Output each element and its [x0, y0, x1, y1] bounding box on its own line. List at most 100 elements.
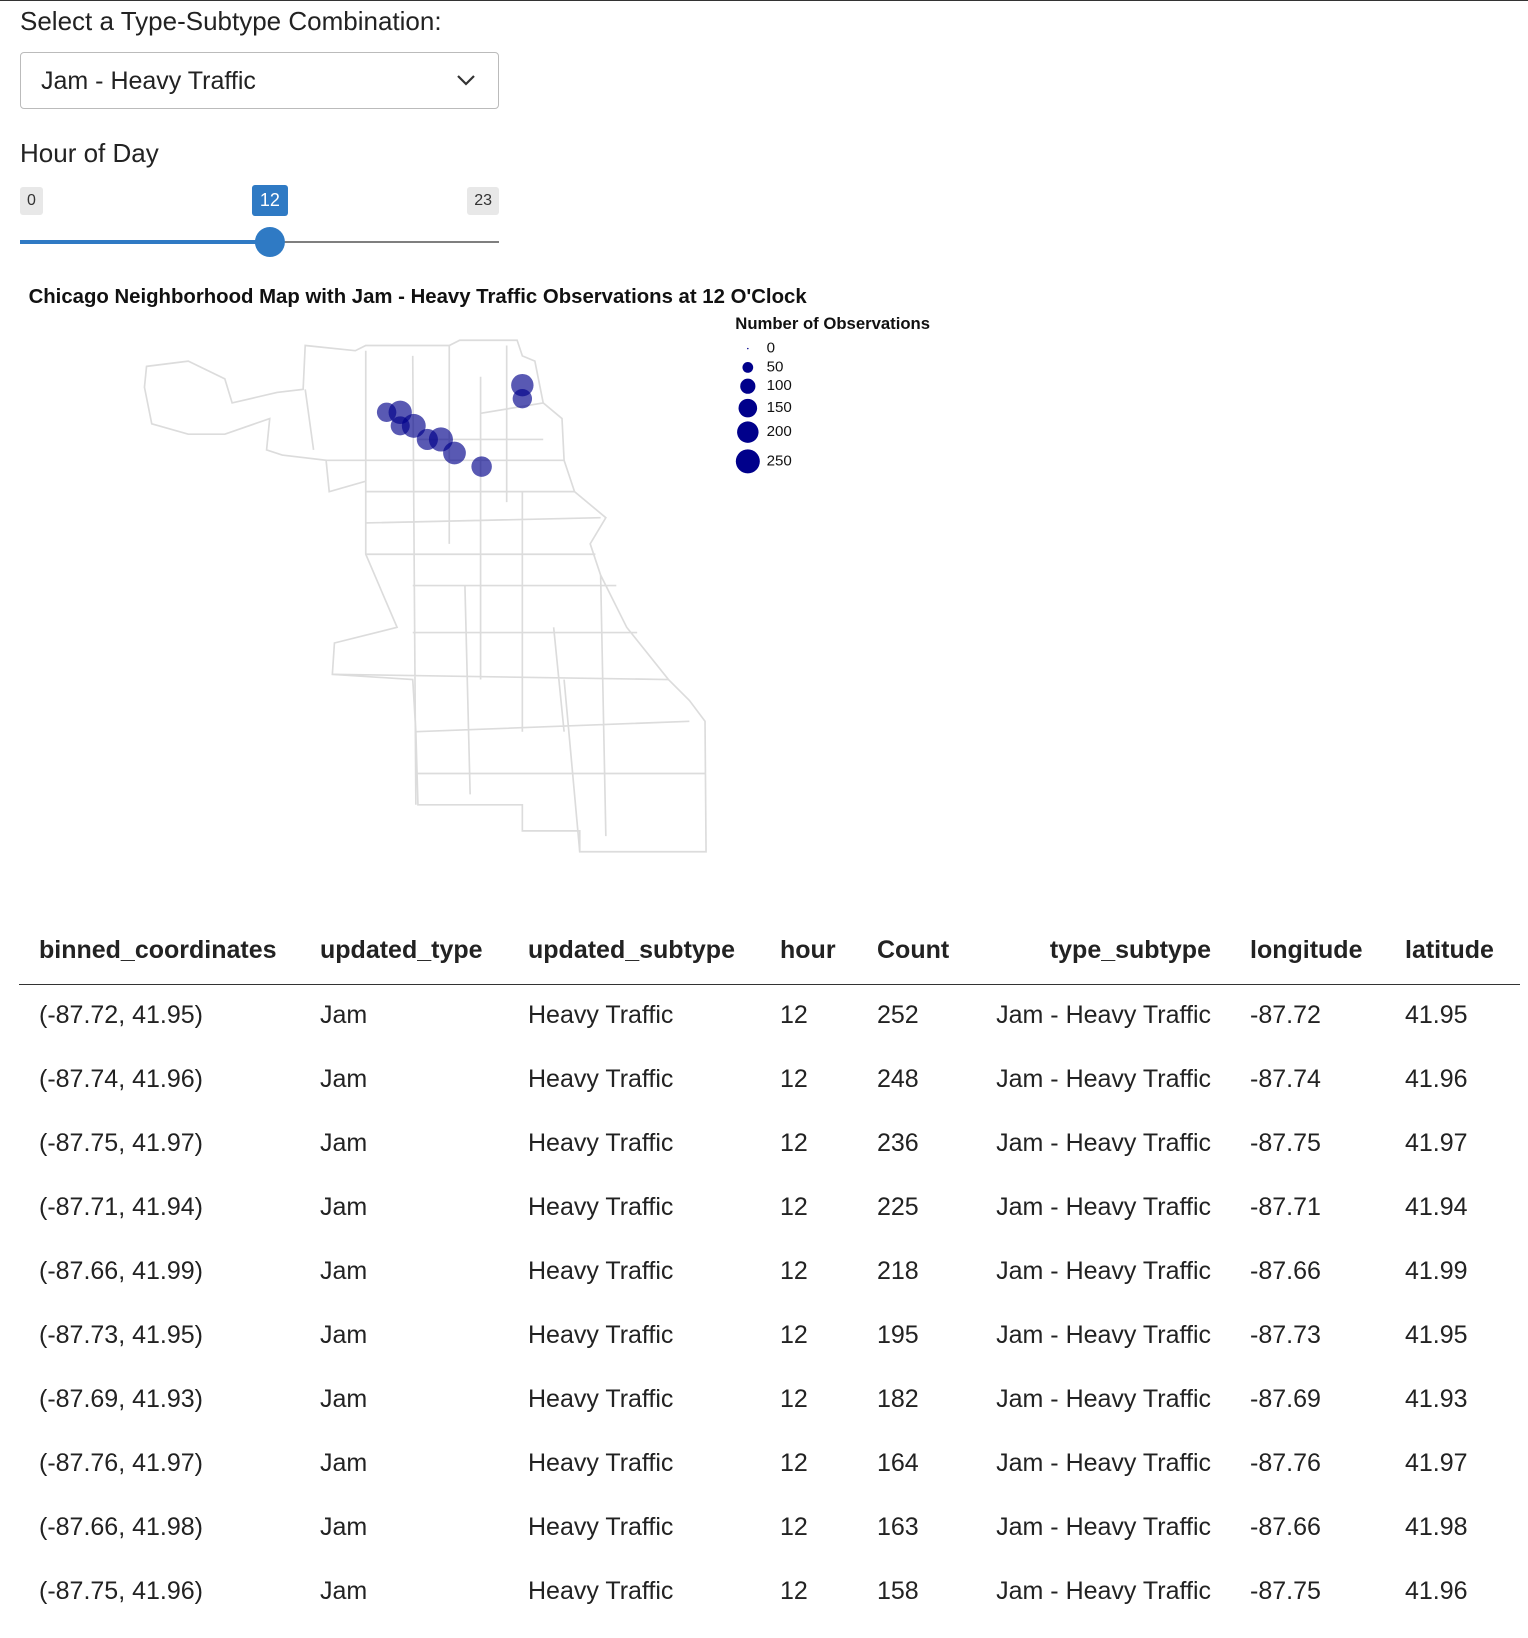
map: Chicago Neighborhood Map with Jam - Heav… — [29, 286, 930, 853]
table-cell: (-87.76, 41.97) — [39, 1449, 203, 1477]
table-cell: Jam - Heavy Traffic — [996, 1385, 1211, 1413]
table-cell: 12 — [780, 1513, 808, 1541]
table-cell: (-87.74, 41.96) — [39, 1065, 203, 1093]
legend-symbol — [747, 347, 749, 350]
legend-label: 50 — [767, 358, 784, 375]
select-box[interactable]: Jam - Heavy Traffic — [20, 52, 499, 109]
table-cell: 182 — [877, 1385, 919, 1413]
column-header: hour — [780, 936, 836, 964]
table-cell: Heavy Traffic — [528, 1513, 674, 1541]
table-cell: 12 — [780, 1577, 808, 1605]
table-cell: Jam — [320, 1065, 368, 1093]
table-cell: Jam — [320, 1321, 368, 1349]
table-cell: -87.76 — [1250, 1449, 1321, 1477]
table-cell: Heavy Traffic — [528, 1385, 674, 1413]
column-header: Count — [877, 936, 950, 964]
table-cell: Heavy Traffic — [528, 1577, 674, 1605]
legend-label: 100 — [767, 377, 792, 394]
table-cell: 41.96 — [1405, 1577, 1468, 1605]
table-cell: 12 — [780, 1321, 808, 1349]
legend-symbol — [738, 398, 758, 418]
table-cell: Jam — [320, 1577, 368, 1605]
table-cell: Heavy Traffic — [528, 1065, 674, 1093]
table-cell: Jam — [320, 1257, 368, 1285]
table-cell: 41.95 — [1405, 1001, 1468, 1029]
table-cell: 236 — [877, 1129, 919, 1157]
observation-point — [443, 441, 466, 465]
observation-point — [511, 373, 534, 397]
table-cell: -87.75 — [1250, 1129, 1321, 1157]
observation-point — [416, 428, 438, 451]
select-label: Select a Type-Subtype Combination: — [20, 6, 442, 36]
table-cell: 195 — [877, 1321, 919, 1349]
table-cell: Jam — [320, 1001, 368, 1029]
table-cell: 218 — [877, 1257, 919, 1285]
table-cell: 12 — [780, 1193, 808, 1221]
legend-title: Number of Observations — [735, 314, 930, 333]
table-cell: 12 — [780, 1257, 808, 1285]
table-cell: (-87.75, 41.96) — [39, 1577, 203, 1605]
table-cell: 12 — [780, 1001, 808, 1029]
table-cell: Jam - Heavy Traffic — [996, 1001, 1211, 1029]
table-cell: 164 — [877, 1449, 919, 1477]
column-header: latitude — [1405, 936, 1494, 964]
table-cell: Heavy Traffic — [528, 1257, 674, 1285]
table-cell: 12 — [780, 1449, 808, 1477]
slider-track — [20, 227, 499, 257]
table-cell: 248 — [877, 1065, 919, 1093]
table-cell: 252 — [877, 1001, 919, 1029]
slider-value: 12 — [251, 185, 288, 216]
observation-point — [512, 389, 533, 409]
column-header: updated_type — [320, 936, 483, 964]
table-cell: 158 — [877, 1577, 919, 1605]
table-cell: 225 — [877, 1193, 919, 1221]
table-cell: 41.98 — [1405, 1513, 1468, 1541]
table-cell: 41.96 — [1405, 1065, 1468, 1093]
legend-symbol — [737, 421, 759, 443]
table-cell: (-87.72, 41.95) — [39, 1001, 203, 1029]
table-cell: (-87.66, 41.99) — [39, 1257, 203, 1285]
table-cell: Jam - Heavy Traffic — [996, 1065, 1211, 1093]
chevron — [457, 75, 475, 86]
table-cell: Jam - Heavy Traffic — [996, 1193, 1211, 1221]
slider-min: 0 — [20, 187, 43, 215]
table-cell: -87.71 — [1250, 1193, 1321, 1221]
legend-symbol — [735, 449, 760, 474]
table-cell: 41.97 — [1405, 1449, 1468, 1477]
map-title: Chicago Neighborhood Map with Jam - Heav… — [29, 286, 808, 308]
legend-label: 250 — [767, 452, 792, 469]
legend-symbol — [740, 378, 756, 394]
legend-label: 0 — [767, 340, 775, 357]
table-cell: 41.97 — [1405, 1129, 1468, 1157]
table-cell: Jam — [320, 1449, 368, 1477]
table-cell: Jam — [320, 1193, 368, 1221]
slider-label: Hour of Day — [20, 138, 159, 168]
table-cell: 163 — [877, 1513, 919, 1541]
table-cell: Jam — [320, 1129, 368, 1157]
table-cell: 41.94 — [1405, 1193, 1468, 1221]
column-header: type_subtype — [1049, 936, 1211, 964]
table-cell: Jam - Heavy Traffic — [996, 1449, 1211, 1477]
table-cell: Jam - Heavy Traffic — [996, 1321, 1211, 1349]
legend-label: 150 — [767, 399, 792, 416]
observation-point — [376, 402, 397, 423]
table-cell: Jam - Heavy Traffic — [996, 1129, 1211, 1157]
table-cell: -87.66 — [1250, 1513, 1321, 1541]
observation-point — [390, 416, 410, 436]
table-cell: 12 — [780, 1129, 808, 1157]
neighborhood-outlines — [143, 339, 707, 853]
table-cell: Heavy Traffic — [528, 1129, 674, 1157]
table-cell: Jam - Heavy Traffic — [996, 1257, 1211, 1285]
table-cell: Heavy Traffic — [528, 1001, 674, 1029]
column-header: binned_coordinates — [39, 936, 277, 964]
table-cell: Jam — [320, 1513, 368, 1541]
table-cell: -87.72 — [1250, 1001, 1321, 1029]
table-cell: -87.69 — [1250, 1385, 1321, 1413]
table-cell: Jam - Heavy Traffic — [996, 1577, 1211, 1605]
table-cell: 12 — [780, 1065, 808, 1093]
table-cell: (-87.66, 41.98) — [39, 1513, 203, 1541]
table-cell: Heavy Traffic — [528, 1449, 674, 1477]
legend-symbol — [742, 362, 754, 373]
header-rule — [19, 984, 1520, 985]
